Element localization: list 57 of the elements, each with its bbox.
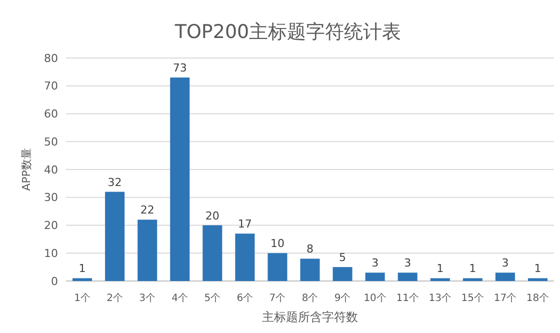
data-label: 3 [404,256,412,270]
data-label: 3 [502,256,509,270]
data-label: 8 [306,242,314,256]
data-label: 17 [238,218,252,231]
data-label: 22 [140,204,154,217]
y-tick-label: 10 [44,246,58,260]
bar [170,78,190,281]
x-tick-label: 17个 [494,292,517,304]
x-tick-label: 3个 [139,292,156,304]
y-tick-label: 30 [44,191,58,204]
data-label: 20 [205,209,220,222]
bar [72,278,92,281]
x-tick-label: 1个 [74,292,90,304]
y-tick-label: 0 [51,274,58,288]
bar [235,234,255,281]
y-tick-label: 20 [44,219,58,232]
y-tick-label: 80 [44,52,58,65]
data-label: 1 [436,262,444,276]
data-label: 32 [108,176,122,189]
bar [300,258,320,281]
data-label: 1 [78,262,86,276]
x-tick-label: 4个 [172,292,188,304]
x-tick-label: 8个 [302,292,318,304]
bar [495,272,515,281]
y-tick-label: 60 [44,108,58,121]
x-tick-label: 9个 [334,292,351,304]
x-tick-label: 6个 [236,292,254,304]
y-tick-label: 50 [44,135,58,148]
x-tick-label: 2个 [106,292,123,304]
x-tick-label: 18个 [526,292,550,304]
bar [332,267,352,281]
x-tick-label: 13个 [428,292,452,304]
bar [398,272,418,281]
x-tick-label: 5个 [204,292,221,304]
x-axis-title: 主标题所含字符数 [262,310,358,324]
x-tick-label: 7个 [269,292,286,304]
chart-title: TOP200主标题字符统计表 [174,21,402,43]
bar [365,272,385,281]
x-tick-label: 10个 [364,292,386,304]
data-label: 73 [172,62,187,75]
data-label: 3 [372,256,379,270]
x-tick-label: 15个 [461,292,484,304]
data-label: 10 [270,237,284,250]
y-tick-label: 40 [44,163,58,176]
y-axis-title: APP数量 [20,148,33,191]
data-label: 1 [534,262,542,276]
bar [268,253,288,281]
bar [138,220,158,281]
y-tick-label: 70 [44,80,58,93]
bar [462,278,482,281]
bar [528,278,548,281]
data-label: 5 [339,251,346,264]
data-label: 1 [469,262,476,276]
bar [202,225,222,281]
bar [105,192,125,281]
bar [430,278,450,281]
x-tick-label: 11个 [396,292,419,304]
